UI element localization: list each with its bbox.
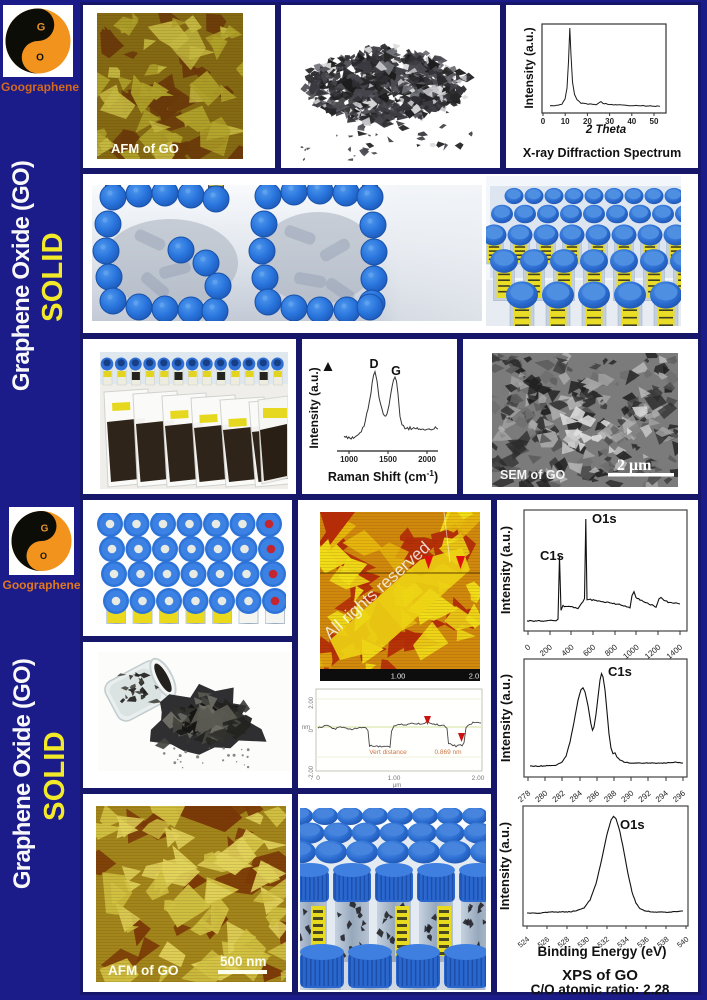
svg-text:50: 50 <box>650 117 659 126</box>
svg-text:O: O <box>36 53 44 64</box>
svg-text:10: 10 <box>561 117 570 126</box>
svg-text:540: 540 <box>675 935 690 950</box>
svg-text:286: 286 <box>585 788 601 804</box>
svg-text:290: 290 <box>619 788 635 804</box>
svg-text:40: 40 <box>627 117 636 126</box>
svg-text:μm: μm <box>393 783 401 789</box>
svg-text:G: G <box>37 22 46 34</box>
svg-text:G: G <box>41 523 49 534</box>
svg-text:C1s: C1s <box>608 664 632 679</box>
svg-text:282: 282 <box>551 788 567 804</box>
svg-text:500 nm: 500 nm <box>220 954 267 969</box>
svg-text:O1s: O1s <box>592 511 617 526</box>
svg-text:2 μm: 2 μm <box>617 457 652 474</box>
svg-text:Intensity (a.u.): Intensity (a.u.) <box>522 27 536 108</box>
svg-text:Intensity (a.u.): Intensity (a.u.) <box>307 367 321 448</box>
svg-text:Binding Energy (eV): Binding Energy (eV) <box>537 944 666 959</box>
svg-text:0: 0 <box>541 117 546 126</box>
svg-text:1000: 1000 <box>340 455 358 464</box>
svg-text:2.00: 2.00 <box>309 696 315 708</box>
svg-text:400: 400 <box>560 642 576 658</box>
svg-text:XPS of GO: XPS of GO <box>562 967 638 984</box>
svg-text:0: 0 <box>523 642 533 652</box>
svg-text:G: G <box>391 364 401 378</box>
svg-text:284: 284 <box>568 788 584 804</box>
svg-text:Intensity (a.u.): Intensity (a.u.) <box>497 822 512 910</box>
svg-text:1400: 1400 <box>665 642 685 661</box>
svg-text:1200: 1200 <box>643 642 663 661</box>
svg-text:Intensity (a.u.): Intensity (a.u.) <box>498 526 513 614</box>
svg-text:1000: 1000 <box>621 642 641 661</box>
svg-text:292: 292 <box>637 788 653 804</box>
svg-text:Raman Shift (cm-1): Raman Shift (cm-1) <box>328 468 438 484</box>
svg-text:0: 0 <box>316 775 320 782</box>
svg-text:200: 200 <box>538 642 554 658</box>
svg-text:20: 20 <box>583 117 592 126</box>
svg-text:C1s: C1s <box>540 548 564 563</box>
svg-text:2.00: 2.00 <box>472 775 485 782</box>
svg-text:SEM of GO: SEM of GO <box>500 468 566 482</box>
svg-text:288: 288 <box>602 788 618 804</box>
svg-text:C/O atomic ratio: 2.28: C/O atomic ratio: 2.28 <box>531 982 670 997</box>
svg-text:294: 294 <box>654 788 670 804</box>
svg-text:524: 524 <box>516 935 531 950</box>
svg-text:800: 800 <box>603 642 619 658</box>
svg-text:O: O <box>40 551 47 561</box>
svg-text:2 Theta: 2 Theta <box>585 124 627 136</box>
svg-text:1.00: 1.00 <box>391 672 406 681</box>
svg-text:0: 0 <box>309 728 315 732</box>
svg-text:X-ray Diffraction Spectrum: X-ray Diffraction Spectrum <box>523 146 681 160</box>
svg-text:Vert distance: Vert distance <box>369 749 407 756</box>
svg-text:AFM of GO: AFM of GO <box>108 963 179 978</box>
svg-text:296: 296 <box>671 788 687 804</box>
svg-text:O1s: O1s <box>620 817 645 832</box>
svg-text:Intensity (a.u.): Intensity (a.u.) <box>498 674 513 762</box>
svg-text:280: 280 <box>533 788 549 804</box>
svg-text:nm: nm <box>302 725 310 731</box>
svg-text:600: 600 <box>581 642 597 658</box>
svg-text:AFM of GO: AFM of GO <box>111 141 179 156</box>
svg-text:D: D <box>369 357 378 371</box>
svg-text:0.869 nm: 0.869 nm <box>434 749 461 756</box>
svg-text:2000: 2000 <box>418 455 436 464</box>
svg-text:1500: 1500 <box>379 455 397 464</box>
svg-text:-2.00: -2.00 <box>309 765 315 779</box>
svg-text:30: 30 <box>605 117 614 126</box>
svg-text:1.00: 1.00 <box>388 775 401 782</box>
svg-text:2.0: 2.0 <box>469 672 479 681</box>
svg-text:278: 278 <box>516 788 532 804</box>
